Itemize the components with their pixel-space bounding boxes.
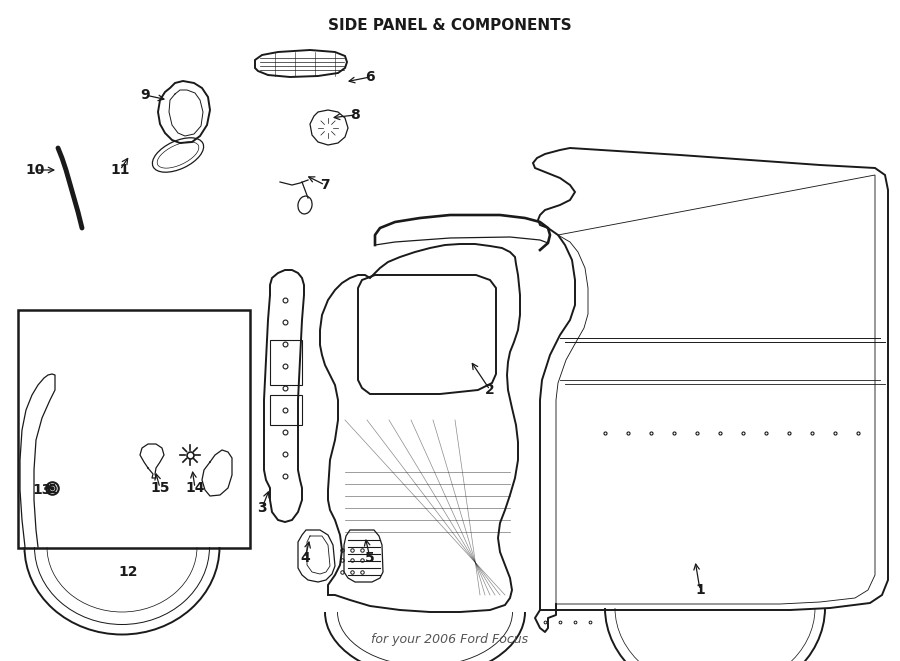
Text: 7: 7 bbox=[320, 178, 329, 192]
Text: 9: 9 bbox=[140, 88, 149, 102]
Text: 11: 11 bbox=[110, 163, 130, 177]
Text: 3: 3 bbox=[257, 501, 266, 515]
Text: 6: 6 bbox=[365, 70, 374, 84]
Text: 12: 12 bbox=[118, 565, 138, 579]
Text: SIDE PANEL & COMPONENTS: SIDE PANEL & COMPONENTS bbox=[328, 18, 572, 33]
Text: 13: 13 bbox=[32, 483, 51, 497]
Text: 4: 4 bbox=[300, 551, 310, 565]
Text: 14: 14 bbox=[185, 481, 205, 495]
Text: 2: 2 bbox=[485, 383, 495, 397]
Text: for your 2006 Ford Focus: for your 2006 Ford Focus bbox=[372, 633, 528, 646]
Text: 1: 1 bbox=[695, 583, 705, 597]
Text: 5: 5 bbox=[365, 551, 375, 565]
Text: 15: 15 bbox=[150, 481, 170, 495]
Text: 8: 8 bbox=[350, 108, 360, 122]
Text: 10: 10 bbox=[25, 163, 45, 177]
